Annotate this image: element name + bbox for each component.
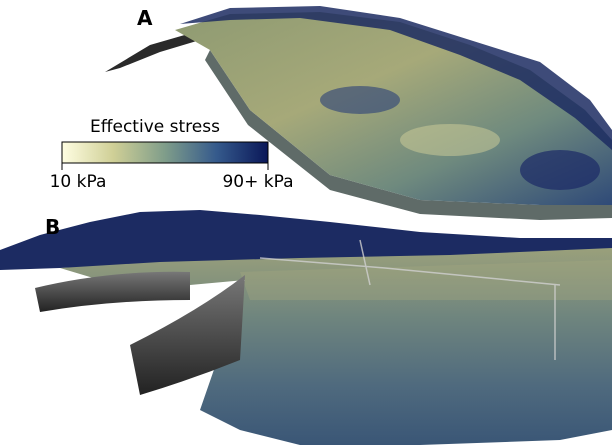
colorbar-max-label: 90+ kPa — [222, 172, 293, 192]
colorbar-title: Effective stress — [90, 117, 220, 137]
panel-a-rendering — [105, 6, 612, 220]
panel-b-rendering — [0, 210, 612, 445]
panel-label: B — [45, 215, 60, 239]
colorbar-gradient — [62, 142, 268, 163]
figure: A B Effective stress 10 kPa 90+ kPa — [0, 0, 612, 445]
colorbar-min-label: 10 kPa — [50, 172, 107, 192]
panel-label: A — [137, 6, 153, 30]
